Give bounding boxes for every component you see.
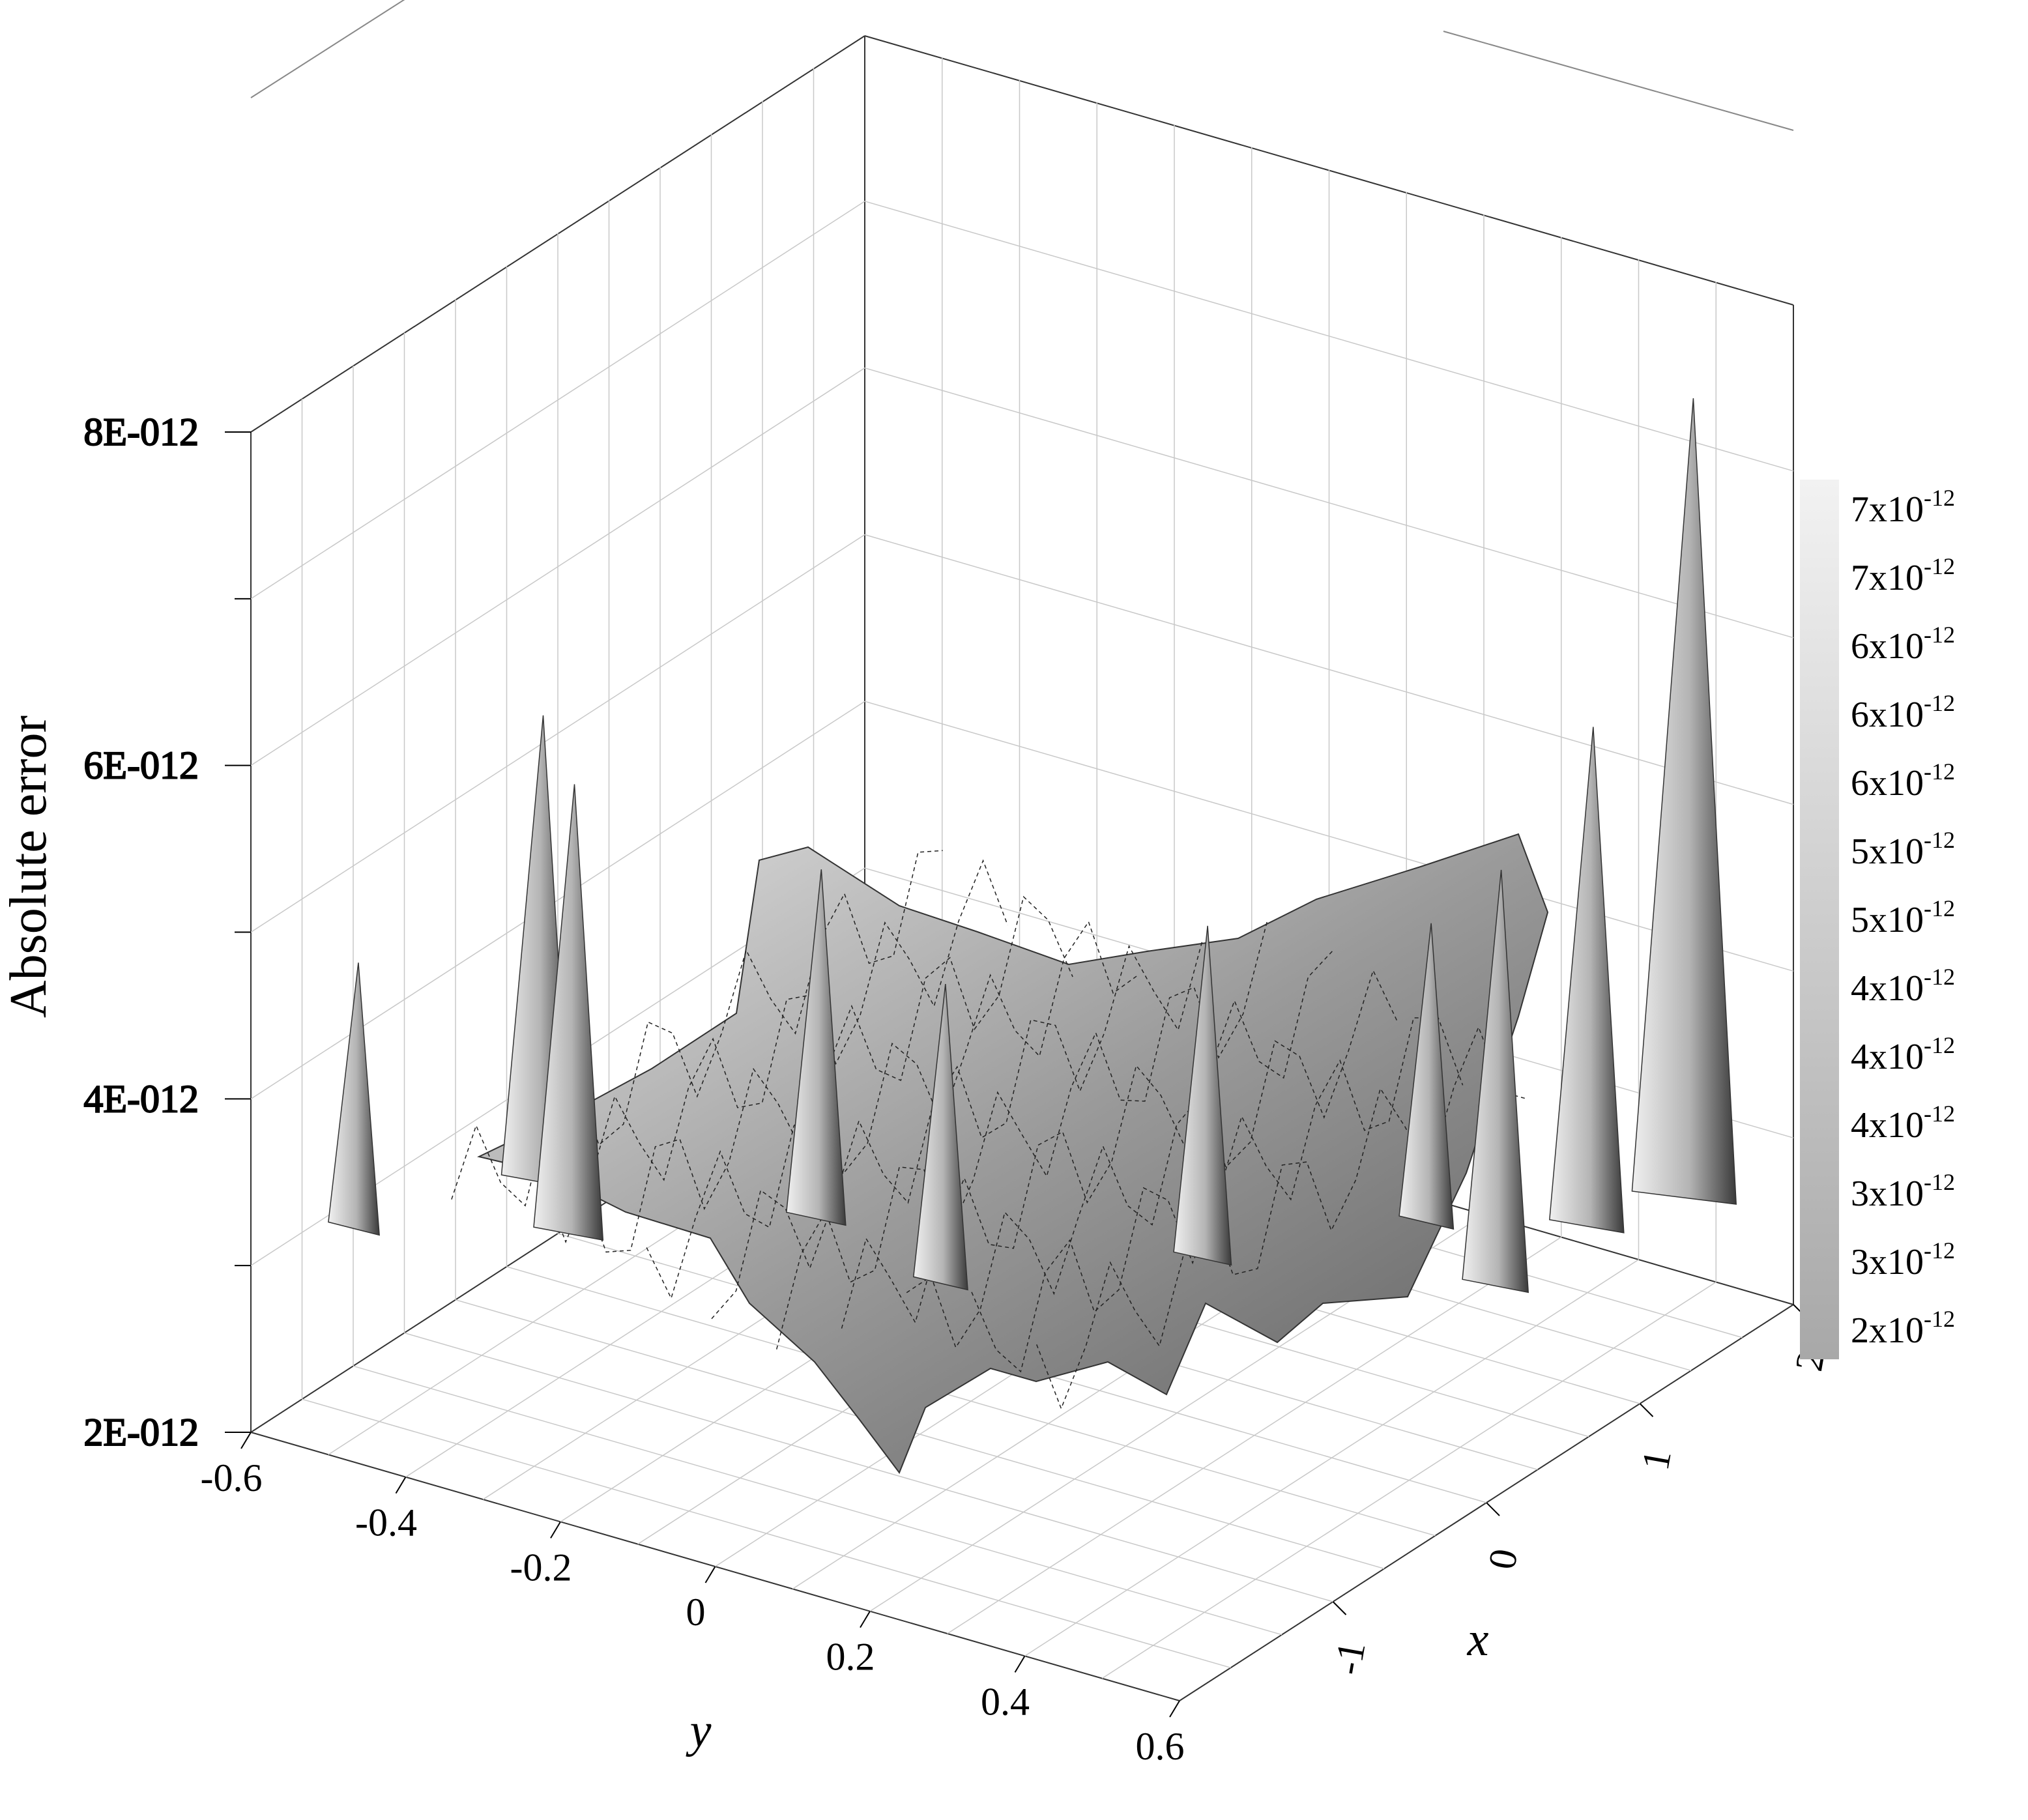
x-tick-label: 1 [1634, 1447, 1679, 1473]
surface-mesh [451, 850, 1528, 1410]
colorbar-label: 7x10-12 [1851, 553, 1955, 598]
colorbar-exponent: -12 [1924, 1169, 1955, 1195]
z-tick-label: 2E-012 [83, 1411, 199, 1454]
x-tick-label: -1 [1325, 1638, 1374, 1678]
x-tick [1486, 1502, 1500, 1516]
y-tick [860, 1611, 871, 1628]
colorbar-label: 2x10-12 [1851, 1306, 1955, 1351]
colorbar-label: 5x10-12 [1851, 827, 1955, 872]
y-tick-label: 0.6 [1136, 1725, 1185, 1768]
y-tick-label: 0.2 [826, 1636, 875, 1679]
colorbar-label: 3x10-12 [1851, 1237, 1955, 1282]
z-axis: 2E-012 4E-012 6E-012 8E-012 [83, 410, 251, 1454]
colorbar-exponent: -12 [1924, 1237, 1955, 1264]
surface-peak [1173, 925, 1232, 1266]
mesh-line [646, 921, 1138, 1300]
colorbar-labels: 7x10-12 7x10-12 6x10-12 6x10-12 6x10-12 5x10-… [1851, 485, 1955, 1351]
surface-body [477, 833, 1549, 1475]
colorbar-exponent: -12 [1924, 485, 1955, 511]
x-tick [1332, 1601, 1347, 1615]
colorbar-label: 6x10-12 [1851, 690, 1955, 735]
z-tick-label: 4E-012 [83, 1077, 199, 1120]
z-axis-title: Absolute error [0, 715, 57, 1018]
grid-line [864, 201, 1794, 472]
surface-peak [912, 984, 968, 1291]
colorbar-label: 6x10-12 [1851, 622, 1955, 667]
x-tick [1639, 1403, 1654, 1417]
surface-peak [533, 784, 604, 1241]
mesh-line [971, 1017, 1464, 1373]
y-tick [395, 1477, 407, 1494]
mesh-line [841, 950, 1333, 1329]
colorbar [1800, 480, 1839, 1359]
colorbar-exponent: -12 [1924, 553, 1955, 579]
mesh-line [711, 939, 1204, 1320]
colorbar-exponent: -12 [1924, 895, 1955, 921]
y-axis: -0.6 -0.4 -0.2 0 0.2 0.4 0.6 [201, 1432, 1185, 1768]
grid-line [1101, 1281, 1717, 1679]
y-tick-label: -0.4 [355, 1501, 417, 1544]
colorbar-exponent: -12 [1924, 1032, 1955, 1058]
y-tick-label: 0.4 [981, 1680, 1030, 1723]
error-surface [328, 398, 1737, 1475]
y-axis-title: y [686, 1704, 712, 1757]
colorbar-label: 4x10-12 [1851, 964, 1955, 1009]
z-tick-label: 8E-012 [83, 411, 199, 454]
z-tick-label: 6E-012 [83, 744, 199, 787]
wall-grid [250, 57, 1794, 1679]
colorbar-label: 6x10-12 [1851, 758, 1955, 803]
y-tick [1014, 1655, 1026, 1673]
colorbar-label: 4x10-12 [1851, 1101, 1955, 1146]
surface-peak [328, 962, 380, 1236]
colorbar-exponent: -12 [1924, 690, 1955, 716]
colorbar-exponent: -12 [1924, 827, 1955, 853]
mesh-line [516, 859, 1009, 1243]
colorbar-exponent: -12 [1924, 758, 1955, 785]
surface-peaks [328, 398, 1737, 1293]
colorbar-label: 3x10-12 [1851, 1169, 1955, 1214]
grid-line [250, 201, 865, 599]
colorbar-label: 7x10-12 [1851, 485, 1955, 530]
surface-peak [785, 869, 847, 1226]
surface-peak [1548, 727, 1625, 1234]
grid-line [250, 368, 865, 766]
colorbar-label: 5x10-12 [1851, 895, 1955, 940]
y-tick-label: 0 [686, 1591, 706, 1634]
y-tick-label: -0.2 [510, 1546, 572, 1589]
mesh-line [906, 969, 1398, 1349]
surface-peak [1398, 923, 1455, 1230]
surface-peak [1631, 398, 1737, 1205]
grid-line [864, 534, 1794, 805]
mesh-line [775, 919, 1269, 1350]
grid-line [250, 534, 865, 933]
colorbar-exponent: -12 [1924, 964, 1955, 990]
mesh-line [451, 850, 943, 1207]
box-frame [250, 0, 1794, 1701]
colorbar-exponent: -12 [1924, 1306, 1955, 1332]
y-tick-label: -0.6 [201, 1456, 263, 1499]
surface-peak [1462, 869, 1529, 1293]
grid-line [864, 701, 1794, 972]
colorbar-label: 4x10-12 [1851, 1032, 1955, 1077]
y-tick [550, 1521, 561, 1538]
colorbar-exponent: -12 [1924, 1101, 1955, 1127]
colorbar-exponent: -12 [1924, 622, 1955, 648]
x-tick-label: 0 [1480, 1546, 1526, 1572]
mesh-line [1036, 1026, 1528, 1410]
y-tick [704, 1566, 716, 1583]
x-axis-title: x [1467, 1613, 1489, 1666]
y-tick [240, 1432, 252, 1449]
y-tick [1169, 1700, 1180, 1718]
grid-line [864, 367, 1794, 639]
